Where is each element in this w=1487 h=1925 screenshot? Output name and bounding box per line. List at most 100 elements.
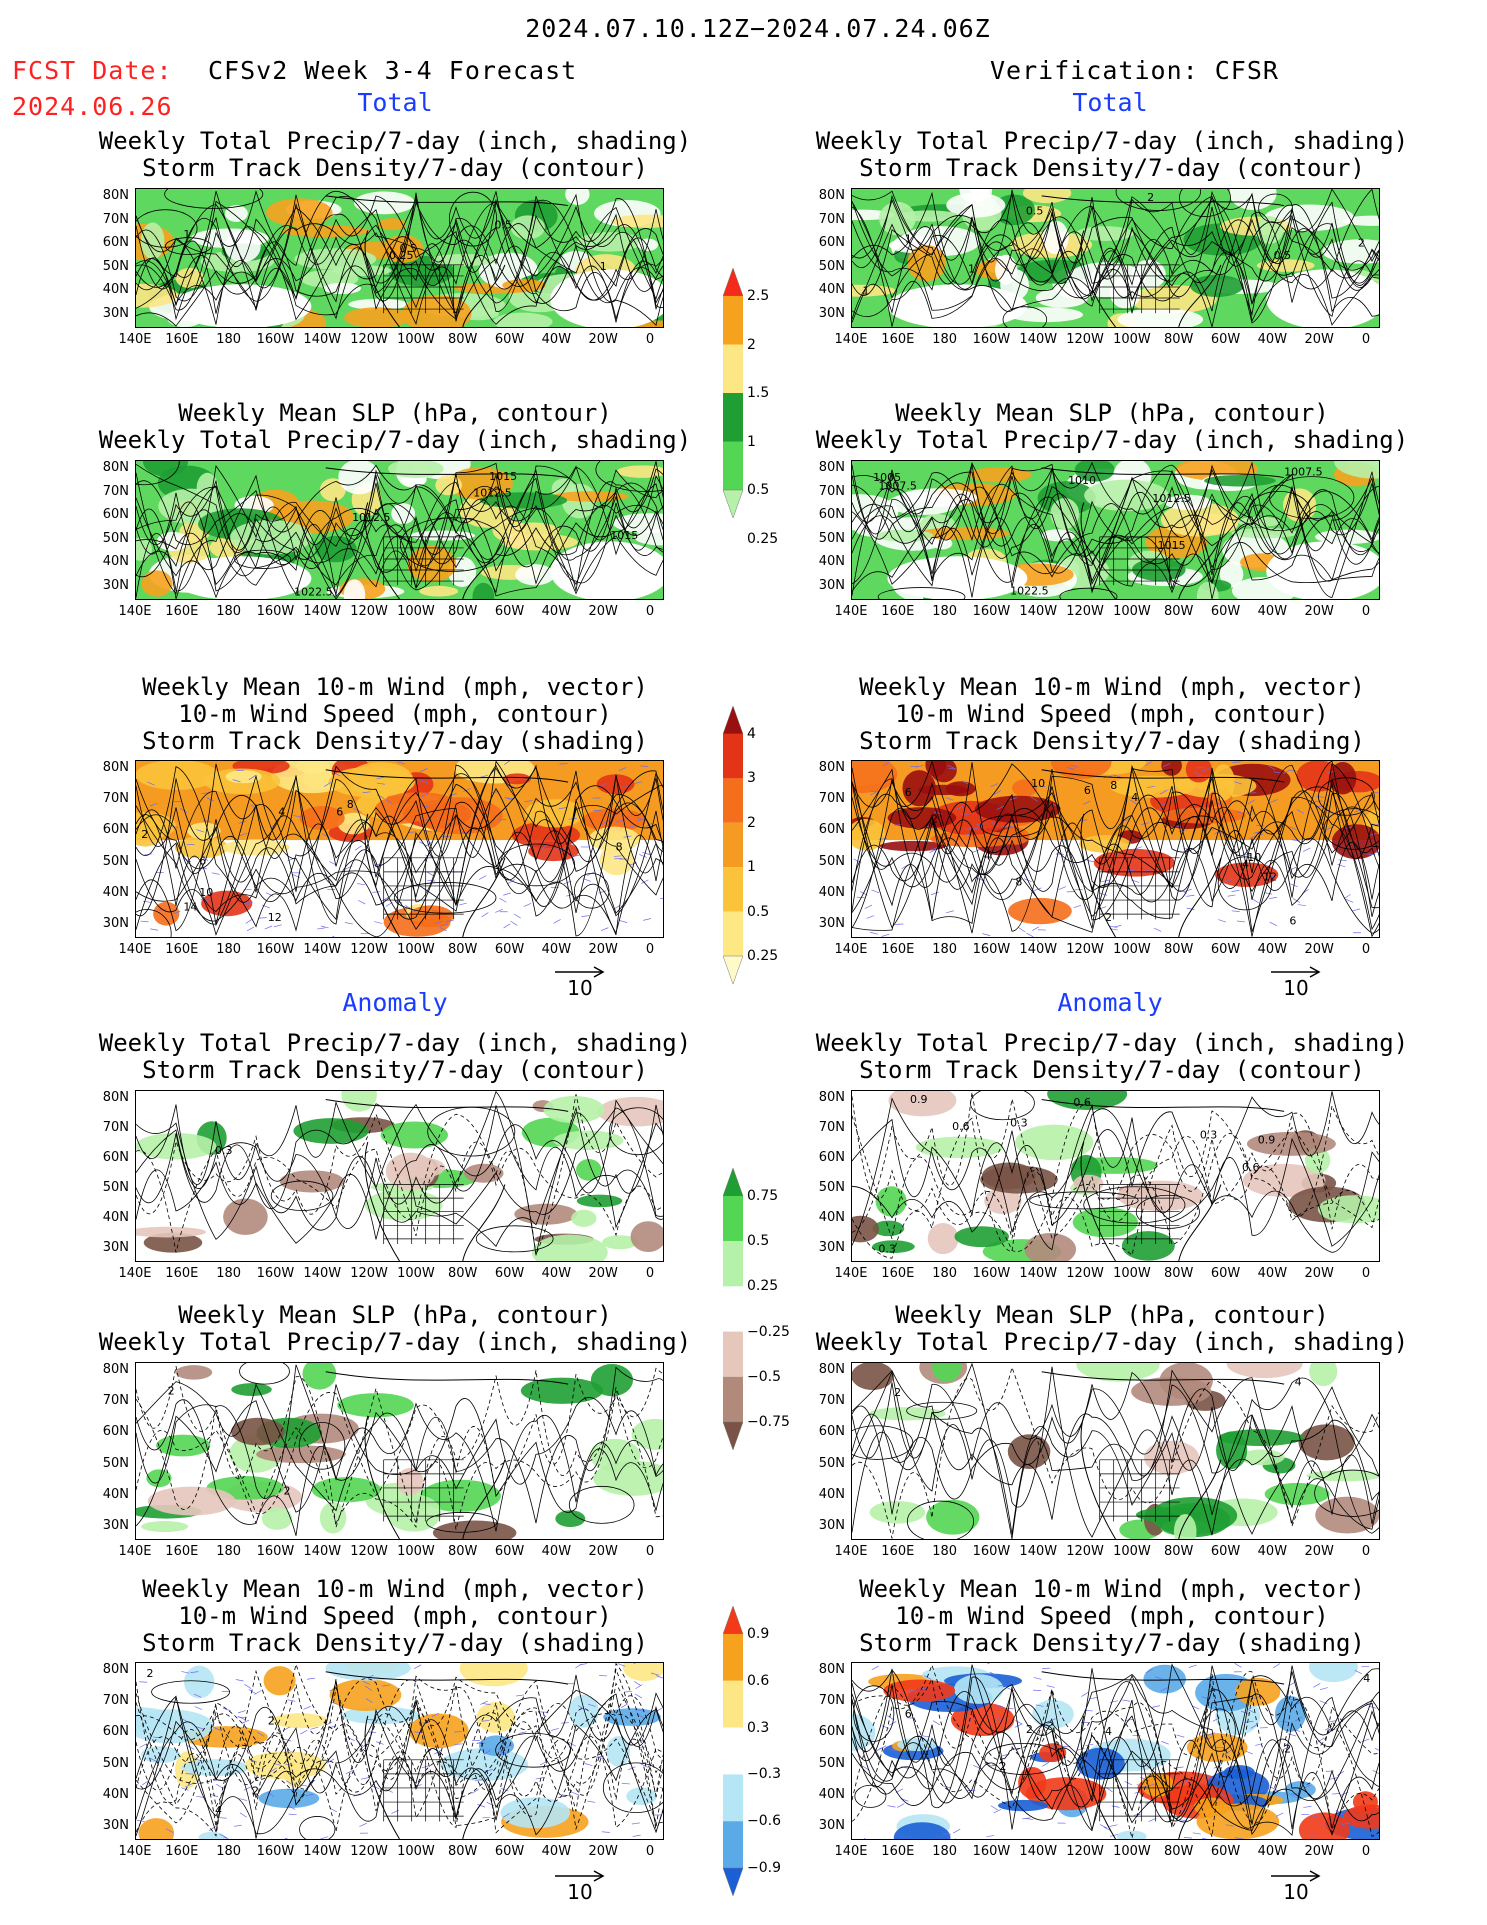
lon-tick-label: 160E [165,1544,199,1559]
lat-tick-label: 40N [102,554,129,570]
colorbar-label: −0.5 [747,1368,781,1385]
lon-tick-label: 0 [645,1844,655,1859]
contour-label: 4 [1295,1376,1302,1389]
map-p7: 0.3 [135,1090,664,1262]
colorbar-segment [723,706,743,735]
lon-tick-label: 180 [932,1266,958,1281]
lat-tick-label: 40N [102,1486,129,1502]
colorbar-storm_total [723,706,743,984]
lon-tick-label: 180 [216,942,242,957]
lon-tick-label: 40W [541,1544,572,1559]
lat-tick-label: 60N [818,1424,845,1440]
lon-tick-label: 180 [932,1544,958,1559]
contour-label: 2 [284,1485,291,1498]
lat-tick-label: 30N [102,578,129,593]
lon-tick-label: 100W [397,942,435,957]
lat-tick-label: 30N [818,916,845,931]
colorbar-label: 0.5 [747,903,770,920]
lon-tick-label: 60W [494,1266,525,1281]
title-p2: Weekly Total Precip/7-day (inch, shading… [812,128,1412,182]
title-p3-line1: Weekly Mean SLP (hPa, contour) [178,399,612,427]
lon-tick-label: 60W [494,942,525,957]
lon-tick-label: 140W [303,1266,342,1281]
colorbar-segment [723,1286,743,1332]
contour-label: 0.3 [1010,1117,1028,1130]
contour-label: 4 [1131,791,1138,804]
lon-tick-label: 100W [1113,604,1151,619]
lon-tick-label: 20W [1304,1266,1334,1281]
lon-tick-label: 160E [881,332,915,347]
lat-tick-label: 70N [102,1393,129,1409]
title-p1-line1: Weekly Total Precip/7-day (inch, shading… [98,127,692,155]
lon-tick-label: 120W [1066,1544,1104,1559]
lon-tick-label: 120W [350,604,388,619]
vector-arrow-icon [555,1870,605,1882]
lon-tick-label: 60W [494,1844,525,1859]
lon-tick-label: 140W [1019,942,1058,957]
lat-tick-label: 50N [102,1455,129,1471]
lat-tick-label: 40N [818,1210,845,1225]
map-p2: 2 0.5 1 1 0.5 1 2 [851,188,1380,328]
colorbar-segment [723,1634,743,1681]
fcst-date-label: FCST Date: [12,56,173,85]
lat-tick-label: 30N [102,1518,129,1533]
lon-tick-label: 120W [350,332,388,347]
colorbar-segment [723,1168,743,1197]
lon-tick-label: 20W [1304,1844,1334,1859]
lat-tick-label: 50N [818,853,845,869]
lat-tick-label: 40N [102,282,129,298]
lon-tick-label: 80W [448,604,478,619]
date-range: 2024.07.10.12Z−2024.07.24.06Z [525,14,991,43]
lon-tick-label: 80W [448,1844,478,1859]
colorbar-storm_anom [723,1606,743,1896]
contour-label: 0.3 [878,1242,896,1255]
vector-ref-p6: 10 [1266,964,1326,1000]
lon-tick-label: 60W [1210,1844,1241,1859]
title-p11: Weekly Mean 10-m Wind (mph, vector) 10-m… [95,1576,695,1657]
lon-tick-label: 40W [1257,1544,1288,1559]
colorbar-label: 0.25 [747,948,779,964]
contour-label: 0.5 [1274,249,1292,262]
lat-tick-label: 60N [818,507,845,523]
title-p10-line1: Weekly Mean SLP (hPa, contour) [895,1301,1329,1329]
contour-label: 1007.5 [878,479,917,492]
contour-label: 8 [616,840,623,853]
contour-label: 0.5 [1026,205,1044,218]
lon-tick-label: 100W [397,604,435,619]
colorbar-segment [723,955,743,984]
lat-tick-label: 70N [818,483,845,499]
colorbar-segment [723,778,743,823]
title-p4: Weekly Mean SLP (hPa, contour) Weekly To… [812,400,1412,454]
vector-arrow-icon [1271,966,1321,978]
contour-label: 1 [968,263,975,276]
lat-tick-label: 30N [102,1818,129,1833]
colorbar-segment [723,1376,743,1422]
lon-tick-label: 160W [972,942,1011,957]
contour-label: 2 [1284,1742,1291,1755]
lon-tick-label: 180 [216,604,242,619]
lat-tick-label: 60N [102,507,129,523]
lon-tick-label: 160W [256,332,295,347]
lon-tick-label: 140W [303,332,342,347]
lat-tick-label: 40N [102,884,129,900]
title-p9-line2: Weekly Total Precip/7-day (inch, shading… [98,1328,692,1356]
lon-tick-label: 100W [397,1844,435,1859]
lon-tick-label: 140W [1019,1844,1058,1859]
contour-label: 1 [600,260,607,273]
lon-tick-label: 80W [1164,1266,1194,1281]
contour-label: 0.25 [389,249,414,262]
contour-label: 0.3 [215,1144,233,1157]
lat-tick-label: 30N [102,1240,129,1255]
vector-ref-p11: 10 [550,1868,610,1904]
lon-tick-label: 40W [1257,604,1288,619]
lon-tick-label: 140E [834,604,868,619]
title-p4-line2: Weekly Total Precip/7-day (inch, shading… [815,426,1409,454]
colorbar-segment [723,911,743,956]
lon-tick-label: 160E [881,1266,915,1281]
lon-tick-label: 180 [216,332,242,347]
lon-tick-label: 180 [216,1844,242,1859]
title-p6-line1: Weekly Mean 10-m Wind (mph, vector) [859,673,1365,701]
title-p1-line2: Storm Track Density/7-day (contour) [142,154,648,182]
map-p7-field: 0.3 [136,1091,663,1261]
lat-tick-label: 30N [102,306,129,321]
